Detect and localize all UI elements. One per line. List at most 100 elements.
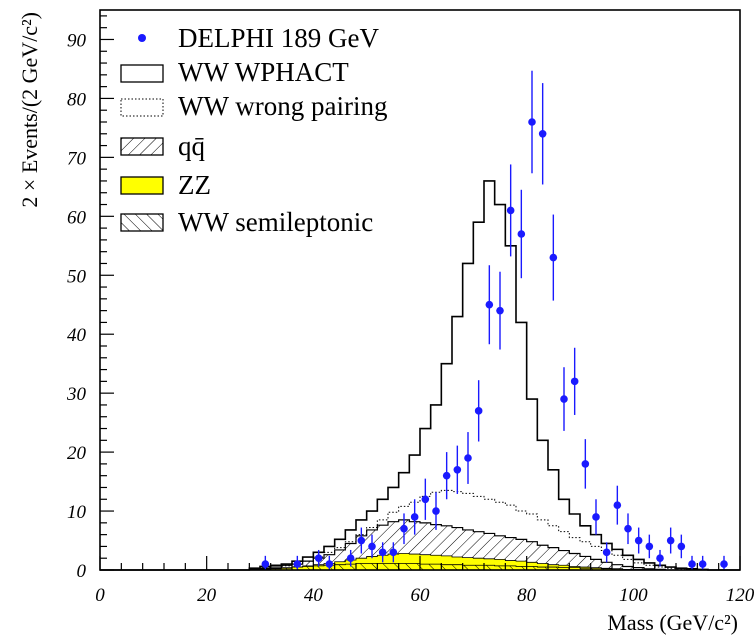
data-point — [624, 513, 632, 545]
y-tick-label: 20 — [67, 443, 87, 464]
data-point — [602, 542, 611, 563]
data-marker — [346, 554, 355, 563]
data-point — [698, 555, 707, 570]
data-marker — [293, 560, 302, 568]
data-marker — [592, 513, 600, 521]
legend-label-wphact: WW WPHACT — [178, 57, 349, 87]
data-marker — [666, 536, 675, 545]
data-point — [581, 439, 590, 489]
data-marker — [325, 560, 334, 568]
data-point — [549, 214, 558, 301]
histogram-layer — [100, 180, 740, 571]
x-tick-label: 120 — [726, 585, 755, 606]
y-tick-label: 10 — [67, 502, 87, 523]
legend-data-marker — [138, 34, 146, 42]
data-marker — [464, 454, 472, 462]
legend-label-wrong-pairing: WW wrong pairing — [178, 91, 387, 121]
data-marker — [485, 300, 494, 309]
data-marker — [688, 560, 696, 568]
data-point — [474, 380, 483, 442]
data-point — [410, 499, 419, 535]
data-point — [592, 499, 600, 535]
data-marker — [357, 536, 366, 545]
data-point — [314, 549, 323, 567]
data-point — [464, 432, 472, 484]
legend-entry-wrong-pairing: WW wrong pairing — [120, 91, 387, 121]
data-marker — [677, 542, 686, 551]
data-point — [634, 527, 643, 554]
wrong-pairing-histogram — [100, 489, 740, 571]
data-point — [645, 534, 654, 559]
x-tick-label: 60 — [411, 585, 431, 606]
data-marker — [432, 507, 440, 515]
legend: DELPHI 189 GeV WW WPHACT WW wrong pairin… — [120, 23, 387, 237]
data-point — [688, 555, 696, 570]
legend-entry-zz: ZZ — [120, 170, 211, 200]
data-marker — [698, 560, 707, 568]
data-marker — [368, 542, 376, 551]
y-tick-label: 60 — [67, 207, 87, 228]
data-marker — [602, 548, 611, 557]
data-marker — [314, 554, 323, 563]
legend-semi-swatch — [120, 213, 164, 232]
data-point — [677, 534, 686, 559]
x-tick-label: 40 — [304, 585, 324, 606]
data-point — [325, 555, 334, 570]
data-point — [346, 549, 355, 567]
data-point — [389, 542, 398, 563]
data-point — [261, 555, 270, 570]
axis-tick-labels: 0 20 40 60 80 100 120 0 10 20 30 40 50 60 70 80 90 — [66, 30, 755, 606]
data-point — [421, 478, 430, 520]
data-point — [720, 555, 728, 570]
y-tick-label: 40 — [67, 325, 87, 346]
legend-label-qq: qq̄ — [178, 131, 206, 161]
y-tick-label: 0 — [77, 561, 87, 582]
data-marker — [720, 560, 728, 568]
legend-label-zz: ZZ — [178, 170, 211, 200]
data-marker — [506, 206, 515, 215]
data-marker — [613, 501, 622, 509]
legend-qq-swatch — [120, 137, 164, 156]
data-marker — [570, 377, 579, 386]
data-marker — [453, 465, 462, 474]
legend-entry-qq: qq̄ — [120, 131, 206, 161]
data-point — [517, 189, 526, 279]
data-marker — [496, 306, 504, 315]
data-point — [496, 271, 504, 350]
x-tick-label: 100 — [619, 585, 648, 606]
legend-entry-wphact: WW WPHACT — [120, 57, 349, 87]
data-marker — [645, 542, 654, 551]
y-axis-title: 2 × Events/(2 GeV/c²) — [17, 12, 42, 208]
legend-label-data: DELPHI 189 GeV — [178, 23, 379, 53]
data-marker — [410, 513, 419, 521]
data-marker — [528, 118, 536, 126]
data-points-layer — [261, 70, 728, 570]
data-marker — [656, 554, 664, 563]
y-tick-label: 80 — [67, 89, 87, 110]
y-tick-label: 50 — [67, 266, 87, 287]
data-point — [442, 452, 451, 500]
data-marker — [400, 524, 408, 533]
data-point — [400, 513, 408, 545]
data-point — [666, 527, 675, 554]
legend-wphact-swatch — [120, 64, 164, 83]
data-marker — [474, 407, 483, 415]
data-point — [656, 549, 664, 567]
x-tick-label: 80 — [517, 585, 537, 606]
data-marker — [538, 129, 547, 138]
data-point — [506, 164, 515, 257]
data-marker — [624, 524, 632, 533]
wphact-histogram — [100, 180, 740, 571]
data-point — [293, 555, 302, 570]
data-point — [432, 492, 440, 530]
x-axis-title: Mass (GeV/c²) — [607, 610, 738, 635]
data-point — [485, 265, 494, 345]
data-point — [453, 445, 462, 494]
data-marker — [560, 395, 568, 403]
y-tick-label: 30 — [66, 384, 87, 405]
y-tick-label: 90 — [67, 30, 87, 51]
data-marker — [261, 560, 270, 568]
data-marker — [378, 548, 387, 557]
data-marker — [389, 548, 398, 557]
